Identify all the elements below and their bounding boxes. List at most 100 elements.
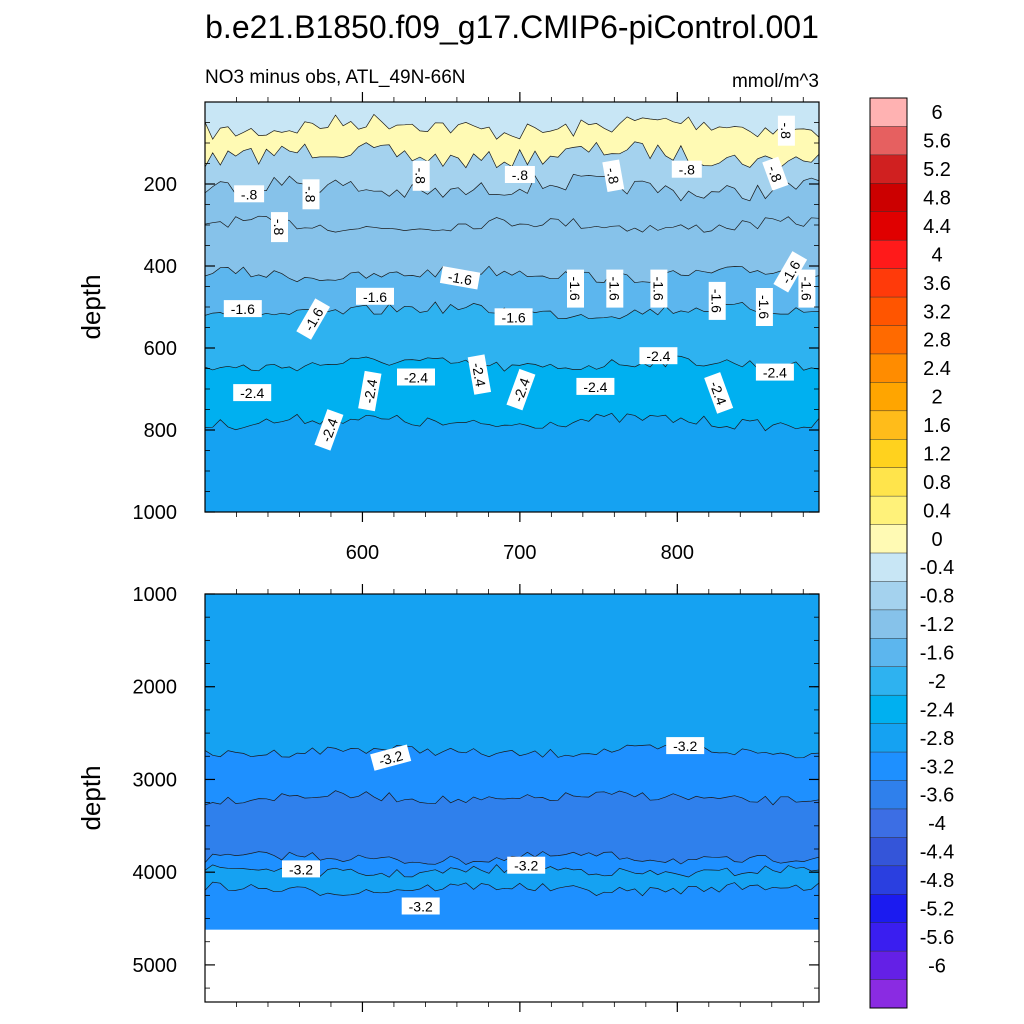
upper-contour-label-12: -1.6 [439,266,481,290]
colorbar-level-label: 0.8 [923,472,951,494]
lower-contour-labels: -3.2 -3.2 -3.2 -3.2 -3.2 [282,737,705,915]
contour-label-bg [401,897,440,915]
colorbar-swatch [870,666,907,696]
contour-label-text: -.8 [271,219,287,236]
colorbar-swatch [870,439,907,468]
lower-contour-line-4 [205,881,819,897]
colorbar-level-label: -0.8 [920,586,954,608]
colorbar-level-label: -6 [928,955,946,977]
upper-contour-label-21: -2.4 [233,384,272,402]
contour-label-text: -3.2 [514,858,538,874]
upper-contour-label-1: -.8 [302,179,320,210]
contour-label-bg [507,856,546,874]
contour-label-bg [494,308,533,326]
contour-label-text: -1.6 [650,277,666,301]
colorbar-level-label: 5.2 [923,159,951,181]
contour-label-bg [602,159,625,192]
contour-label-text: -.8 [413,168,429,185]
upper-contour-label-11: -1.6 [356,287,394,305]
colorbar-frame [869,97,908,1009]
upper-contour-label-23: -2.4 [358,370,382,412]
upper-y-tick-label: 200 [144,174,177,196]
upper-contour-label-27: -2.4 [576,377,615,395]
colorbar-swatch [870,496,907,525]
colorbar-swatch [870,126,907,156]
contour-label-bg [606,269,624,308]
colorbar-level-label: -1.6 [920,643,954,665]
contour-label-text: -.8 [303,186,319,203]
colorbar-swatch [870,922,907,952]
contour-label-text: -1.6 [606,277,622,301]
contour-label-bg [755,363,794,381]
colorbar-swatch [870,382,907,412]
upper-contour-line-7 [205,412,819,432]
contour-label-text: -1.6 [363,289,387,305]
colorbar-level-label: 3.2 [923,301,951,323]
upper-axis-ticks: 200 400 600 800 1000 600 700 800 [133,92,819,564]
lower-band-2 [205,790,819,865]
contour-label-bg [506,368,536,411]
upper-contour-line-4 [205,265,819,283]
upper-contour-fill [205,102,819,512]
colorbar-level-label: 0 [931,529,942,551]
lower-contour-label-4: -3.2 [401,897,440,915]
upper-y-tick-label: 400 [144,256,177,278]
upper-contour-label-10: -1.6 [296,298,331,340]
upper-contour-label-7: -.8 [762,156,789,191]
lower-y-tick-label: 3000 [133,769,178,791]
y-axis-label-lower: depth [76,765,106,830]
contour-label-bg [798,269,816,308]
lower-y-tick-label: 4000 [133,862,178,884]
colorbar-swatch [870,325,907,355]
colorbar-level-label: 6 [931,102,942,124]
contour-label-bg [223,300,262,318]
colorbar-level-label: 1.6 [923,415,951,437]
colorbar-level-label: -4.8 [920,870,954,892]
colorbar-level-label: -0.4 [920,557,954,579]
lower-contour-label-2: -3.2 [282,860,320,878]
upper-contour-line-0 [205,113,819,140]
lower-plot-frame [204,593,820,1003]
contour-label-bg [666,737,705,755]
lower-band-0 [205,594,819,759]
colorbar-level-label: 4 [931,244,942,266]
colorbar-swatch [870,553,907,582]
upper-contour-label-30: -2.4 [755,363,794,381]
colorbar-swatch [870,353,907,383]
colorbar-swatch [870,951,907,980]
lower-contour-label-3: -3.2 [507,856,546,874]
lower-y-tick-label: 1000 [133,584,178,606]
colorbar-level-label: -1.2 [920,614,954,636]
colorbar-level-label: 2.8 [923,330,951,352]
upper-contour-line-3 [205,215,819,233]
contour-label-text: -2.4 [646,348,670,364]
colorbar-swatch [870,808,907,838]
lower-contour-label-1: -3.2 [666,737,705,755]
units-label: mmol/m^3 [732,71,819,92]
upper-contour-label-17: -1.6 [708,281,726,320]
colorbar-level-label: 1.2 [923,444,951,466]
colorbar-swatch [870,297,907,326]
colorbar-swatch [870,524,907,554]
colorbar-swatch [870,581,907,611]
colorbar-level-label: -3.2 [920,756,954,778]
contour-label-text: -1.6 [756,295,772,319]
lower-axis-ticks: 1000 2000 3000 4000 5000 [133,584,819,1012]
colorbar-swatch [870,211,907,241]
contour-label-bg [271,212,288,243]
upper-band-8 [205,412,819,512]
contour-label-text: -.8 [604,166,623,185]
colorbar-swatch [870,467,907,497]
contour-label-text: -2.4 [360,378,380,405]
contour-label-text: -.8 [241,186,258,202]
x-tick-label: 700 [503,542,536,564]
contour-label-bg [762,156,789,191]
contour-label-bg [708,281,726,320]
colorbar-swatch [870,240,907,269]
y-axis-label-upper: depth [76,274,106,339]
colorbar-swatch [870,723,907,753]
x-tick-label: 600 [346,542,379,564]
colorbar-swatch [870,638,907,668]
lower-contour-line-2 [205,851,819,865]
